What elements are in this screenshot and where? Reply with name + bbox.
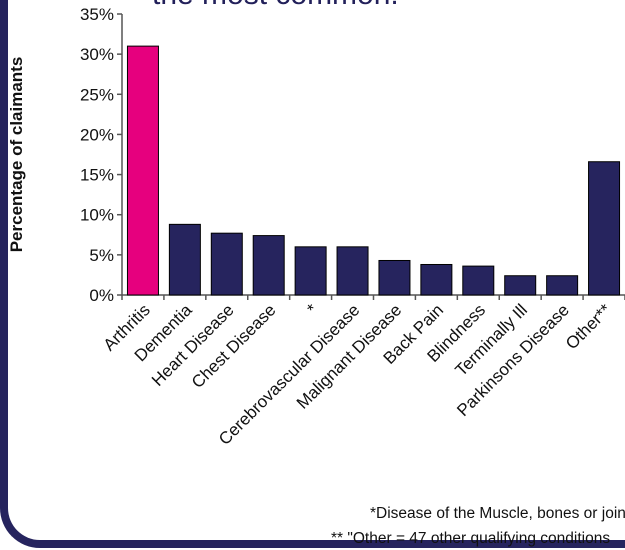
- bar: [126, 45, 159, 296]
- bar: [378, 259, 411, 296]
- x-category-label: *: [303, 300, 321, 318]
- chart-axes: 0% 5% 10% 15% 20% 25% 30% 35%: [80, 5, 625, 305]
- bar: [168, 223, 201, 296]
- bar: [210, 232, 243, 296]
- bar: [504, 275, 537, 296]
- y-tick-label: 0%: [89, 286, 114, 305]
- y-tick-label: 35%: [80, 5, 114, 24]
- chart-bars: [126, 45, 621, 296]
- y-tick-label: 20%: [80, 125, 114, 144]
- bar: [588, 161, 621, 296]
- footnote-double-asterisk: ** "Other = 47 other qualifying conditio…: [331, 530, 611, 547]
- y-tick-label: 25%: [80, 85, 114, 104]
- footnote-asterisk: *Disease of the Muscle, bones or joints: [370, 505, 625, 522]
- chart-title: the most common.: [152, 0, 399, 12]
- bar: [336, 246, 369, 296]
- bar: [252, 235, 285, 296]
- bar: [462, 265, 495, 296]
- bar: [546, 275, 579, 296]
- y-axis-title: Percentage of claimants: [7, 57, 26, 253]
- y-tick-label: 15%: [80, 166, 114, 185]
- y-tick-label: 30%: [80, 45, 114, 64]
- y-tick-label: 5%: [89, 246, 114, 265]
- bar: [294, 246, 327, 296]
- y-tick-label: 10%: [80, 206, 114, 225]
- bar: [420, 263, 453, 296]
- x-category-label: Other**: [562, 300, 615, 353]
